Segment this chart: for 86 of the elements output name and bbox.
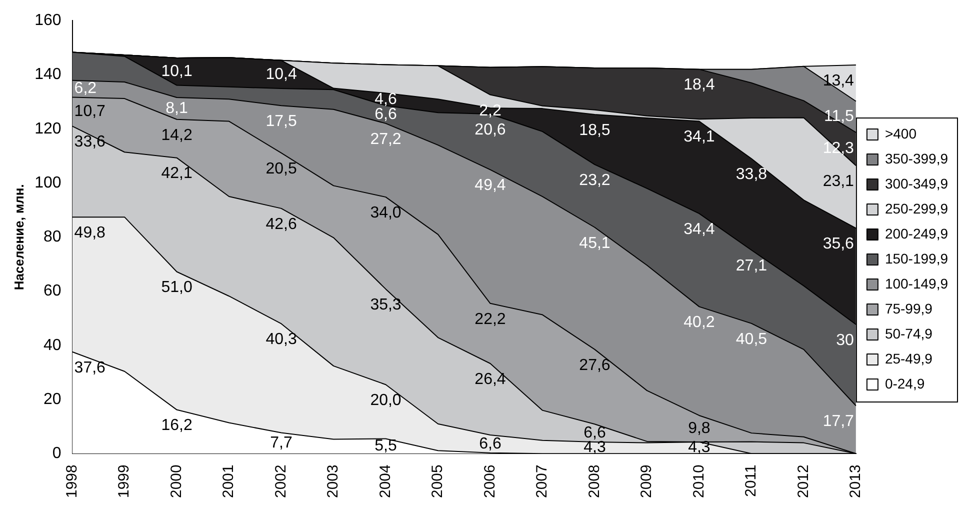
data-label: 27,6 (579, 356, 610, 374)
data-label: 17,5 (266, 112, 297, 130)
x-tick-label: 2008 (586, 464, 603, 498)
data-label: 10,7 (74, 103, 106, 120)
data-label: 18,4 (684, 76, 715, 94)
data-label: 6,6 (479, 435, 502, 452)
legend-label: 250-299,9 (884, 200, 948, 216)
data-label: 16,2 (161, 417, 192, 434)
legend-label: 100-149,9 (884, 275, 948, 292)
data-label: 30 (836, 332, 854, 349)
data-label: 49,8 (74, 224, 106, 242)
x-tick-label: 2003 (324, 464, 342, 498)
data-label: 23,1 (822, 173, 854, 190)
x-tick-label: 2001 (220, 464, 238, 498)
data-label: 6,2 (74, 80, 97, 98)
x-tick-label: 2010 (690, 464, 708, 498)
data-label: 18,5 (579, 122, 610, 139)
y-tick-label: 100 (34, 174, 62, 192)
legend-label: 150-199,9 (884, 250, 948, 266)
y-tick-label: 0 (52, 445, 62, 462)
x-tick-label: 2012 (794, 464, 812, 498)
data-label: 51,0 (161, 279, 192, 296)
x-tick-label: 2006 (481, 464, 498, 498)
y-tick-label: 60 (44, 282, 62, 300)
data-label: 6,6 (584, 424, 606, 442)
x-tick-label: 2007 (534, 464, 551, 498)
data-label: 42,6 (266, 216, 297, 233)
x-tick-label: 2009 (638, 464, 656, 498)
data-label: 49,4 (474, 177, 506, 194)
data-label: 2,2 (479, 102, 502, 120)
data-label: 45,1 (579, 234, 610, 252)
data-label: 23,2 (579, 172, 610, 189)
data-label: 10,1 (161, 63, 192, 80)
x-tick-label: 2005 (429, 464, 446, 498)
data-label: 40,3 (266, 331, 297, 348)
x-tick-label: 2013 (847, 464, 864, 498)
y-tick-label: 80 (44, 228, 62, 246)
y-tick-label: 20 (44, 390, 62, 408)
y-tick-label: 160 (34, 12, 62, 30)
x-tick-label: 2002 (272, 464, 290, 498)
data-label: 33,8 (736, 166, 768, 184)
data-label: 4,3 (584, 439, 606, 456)
data-label: 4,6 (374, 90, 397, 108)
y-axis-title: Население, млн. (11, 184, 26, 290)
data-label: 9,8 (688, 420, 710, 438)
legend-label: 300-349,9 (884, 175, 948, 192)
x-tick-label: 2000 (168, 464, 185, 498)
data-label: 37,6 (74, 359, 106, 376)
data-label: 40,2 (684, 314, 715, 332)
data-label: 22,2 (474, 310, 506, 328)
data-label: 27,1 (736, 258, 768, 275)
data-label: 33,6 (74, 134, 106, 151)
data-label: 42,1 (161, 165, 192, 182)
legend-label: >400 (884, 125, 917, 142)
data-label: 6,6 (374, 106, 397, 123)
data-label: 13,4 (822, 72, 854, 90)
x-tick-label: 2011 (742, 464, 760, 497)
legend-label: 25-49,9 (884, 350, 933, 366)
data-label: 34,1 (684, 128, 715, 146)
x-tick-label: 1998 (63, 464, 80, 498)
data-label: 35,3 (370, 296, 402, 314)
data-label: 40,5 (736, 330, 768, 348)
legend-label: 0-24,9 (884, 375, 925, 392)
legend-label: 50-74,9 (884, 325, 933, 342)
y-tick-label: 40 (44, 336, 62, 354)
data-label: 20,5 (266, 160, 297, 178)
data-label: 26,4 (474, 370, 506, 388)
legend-label: 75-99,9 (884, 300, 933, 316)
data-label: 35,6 (822, 236, 854, 253)
x-tick-label: 1999 (116, 464, 133, 498)
data-label: 14,2 (161, 126, 192, 144)
data-label: 34,0 (370, 204, 402, 222)
data-label: 27,2 (370, 130, 402, 148)
data-label: 20,0 (370, 392, 402, 410)
data-label: 7,7 (270, 434, 292, 452)
x-tick-label: 2004 (376, 464, 394, 498)
data-label: 10,4 (266, 66, 297, 83)
legend-label: 350-399,9 (884, 150, 948, 166)
y-tick-label: 140 (34, 66, 62, 84)
data-label: 5,5 (374, 438, 397, 455)
data-label: 20,6 (474, 121, 506, 138)
data-label: 34,4 (684, 220, 715, 238)
data-label: 8,1 (166, 100, 188, 117)
legend-label: 200-249,9 (884, 225, 948, 242)
y-tick-label: 120 (34, 120, 62, 138)
data-label: 17,7 (822, 413, 854, 430)
